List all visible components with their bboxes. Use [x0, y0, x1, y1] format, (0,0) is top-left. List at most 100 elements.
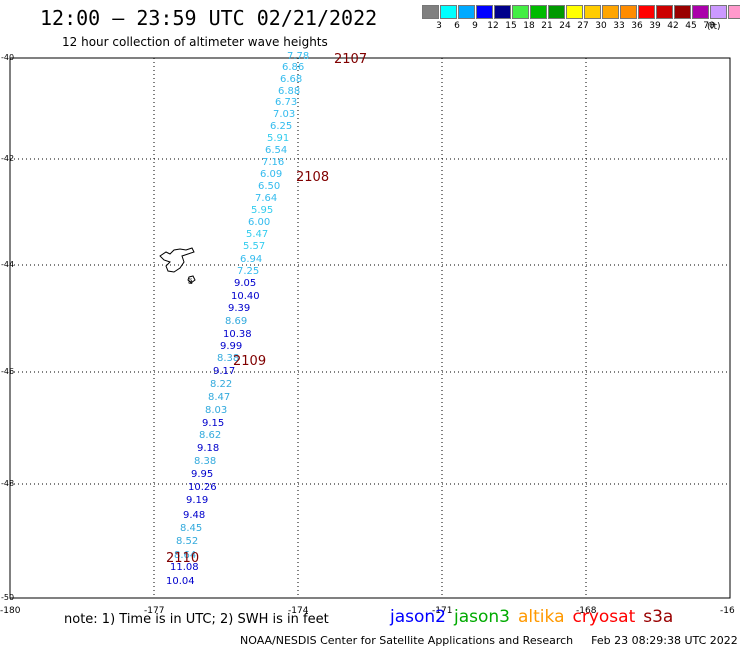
lat-label: -46 — [1, 367, 14, 376]
legend-swatch — [566, 5, 583, 19]
legend-swatch — [674, 5, 691, 19]
swh-value: 8.47 — [208, 392, 230, 403]
lon-label: -16 — [720, 606, 735, 616]
track-time-labels: 2107 2108 2109 2110 — [166, 52, 367, 566]
lon-label: -174 — [288, 606, 309, 616]
legend-label: 42 — [667, 21, 679, 31]
lat-label: -48 — [1, 479, 14, 488]
legend-swatch — [692, 5, 709, 19]
timestamp-text: Feb 23 08:29:38 UTC 2022 — [591, 634, 738, 647]
swh-value: 8.62 — [199, 430, 221, 441]
axis-labels: -40 -42 -44 -46 -48 -50 -180 -177 -174 -171 -168 -1… — [0, 53, 735, 616]
swh-value: 6.50 — [258, 181, 280, 192]
swh-value: 7.16 — [262, 157, 284, 168]
swh-value: 6.25 — [270, 121, 292, 132]
color-legend: 3 6 9 12 15 18 21 24 27 30 33 36 39 42 45 70 (ft) — [422, 5, 740, 32]
lon-label: -177 — [144, 606, 164, 616]
swh-value: 9.95 — [191, 469, 213, 480]
legend-label: 27 — [577, 21, 589, 31]
legend-swatch — [548, 5, 565, 19]
legend-color-bar — [422, 5, 740, 19]
track-time-label: 2109 — [233, 354, 266, 369]
swh-value: 8.64 — [174, 550, 196, 561]
legend-label: 9 — [472, 21, 478, 31]
swh-value: 10.40 — [231, 291, 260, 302]
legend-swatch — [422, 5, 439, 19]
legend-swatch — [512, 5, 529, 19]
swh-value: 5.95 — [251, 205, 273, 216]
legend-swatch — [584, 5, 601, 19]
satellite-name: jason3 — [454, 607, 510, 627]
swh-value: 8.22 — [210, 379, 232, 390]
satellite-legend: jason2 jason3 altika cryosat s3a — [390, 607, 673, 627]
satellite-name: altika — [518, 607, 565, 627]
lat-label: -42 — [1, 154, 14, 163]
satellite-name: cryosat — [572, 607, 636, 627]
swh-value: 7.03 — [273, 109, 295, 120]
lon-label: -180 — [0, 606, 21, 616]
legend-label: 21 — [541, 21, 553, 31]
swh-value: 6.94 — [240, 254, 262, 265]
legend-label: 36 — [631, 21, 643, 31]
map-frame — [9, 57, 731, 599]
swh-value: 9.19 — [186, 495, 208, 506]
swh-value: 11.08 — [170, 562, 199, 573]
swh-value: 9.39 — [228, 303, 250, 314]
swh-value: 6.00 — [248, 217, 270, 228]
swh-value: 8.52 — [176, 536, 198, 547]
legend-swatch — [638, 5, 655, 19]
swh-value: 9.48 — [183, 510, 205, 521]
island-shape — [159, 247, 195, 273]
legend-label: 39 — [649, 21, 661, 31]
legend-label: 33 — [613, 21, 625, 31]
swh-value: 8.03 — [205, 405, 227, 416]
swh-value: 8.38 — [194, 456, 216, 467]
credit-text: NOAA/NESDIS Center for Satellite Applica… — [240, 634, 574, 647]
footnote: note: 1) Time is in UTC; 2) SWH is in fe… — [64, 612, 329, 627]
swh-value: 10.26 — [188, 482, 217, 493]
swh-value: 6.68 — [280, 74, 302, 85]
swh-value: 6.09 — [260, 169, 282, 180]
legend-labels: 3 6 9 12 15 18 21 24 27 30 33 36 39 42 45 70 — [422, 21, 740, 31]
swh-value: 7.78 — [287, 51, 309, 62]
credit-line: NOAA/NESDIS Center for Satellite Applica… — [240, 634, 738, 647]
swh-value: 9.05 — [234, 278, 256, 289]
legend-label: 15 — [505, 21, 517, 31]
legend-label: 30 — [595, 21, 607, 31]
track-observations: 7.786.866.686.886.737.036.255.916.547.16… — [166, 51, 309, 587]
legend-label: 24 — [559, 21, 571, 31]
swh-value: 8.45 — [180, 523, 202, 534]
swh-value: 6.86 — [282, 62, 304, 73]
legend-swatch — [602, 5, 619, 19]
legend-label: 12 — [487, 21, 499, 31]
swh-value: 7.64 — [255, 193, 277, 204]
lat-label: -44 — [1, 260, 14, 269]
legend-swatch — [530, 5, 547, 19]
legend-swatch — [494, 5, 511, 19]
lat-label: -50 — [1, 593, 14, 602]
swh-value: 6.88 — [278, 86, 300, 97]
legend-label: 70 — [703, 21, 715, 31]
legend-swatch — [728, 5, 740, 19]
swh-value: 9.17 — [213, 366, 235, 377]
legend-swatch — [476, 5, 493, 19]
swh-value: 8.38 — [217, 353, 239, 364]
swh-value: 6.54 — [265, 145, 287, 156]
swh-value: 5.57 — [243, 241, 265, 252]
legend-swatch — [656, 5, 673, 19]
swh-value: 9.18 — [197, 443, 219, 454]
swh-value: 10.38 — [223, 329, 252, 340]
legend-label: 6 — [454, 21, 460, 31]
legend-label: 45 — [685, 21, 697, 31]
satellite-name: jason2 — [390, 607, 446, 627]
track-time-label: 2108 — [296, 170, 329, 185]
map-title: 12:00 — 23:59 UTC 02/21/2022 — [40, 6, 378, 30]
track-time-label: 2107 — [334, 52, 367, 67]
map-subtitle: 12 hour collection of altimeter wave hei… — [62, 35, 328, 49]
island-outline: ä — [159, 247, 196, 286]
islet-label: ä — [188, 277, 193, 286]
swh-value: 9.15 — [202, 418, 224, 429]
swh-value: 7.25 — [237, 266, 259, 277]
swh-value: 10.04 — [166, 576, 195, 587]
